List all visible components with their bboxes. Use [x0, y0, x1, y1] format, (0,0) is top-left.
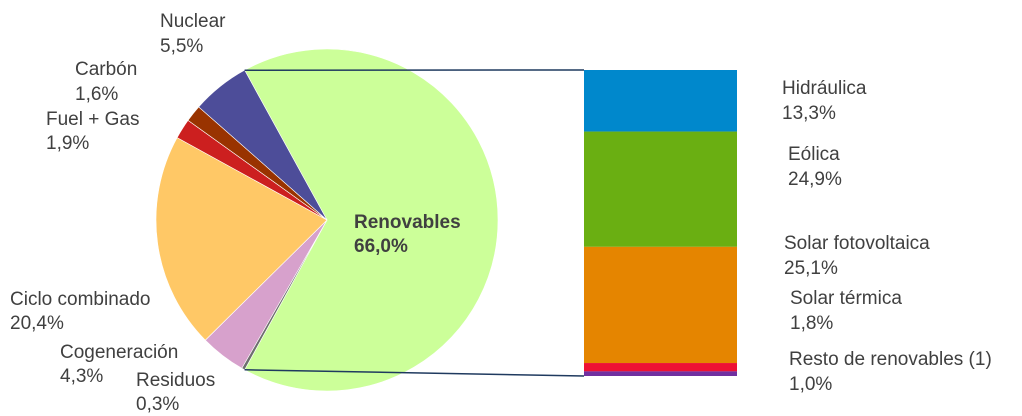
label-nuclear-value: 5,5%: [160, 36, 203, 57]
label-nuclear-name: Nuclear: [160, 11, 226, 32]
pie-slice-renovables: [244, 48, 499, 392]
label-ciclo-combinado-value: 20,4%: [10, 313, 64, 334]
label-resto-de-renovables-1-name: Resto de renovables (1): [789, 349, 992, 370]
label-solar-fotovoltaica-value: 25,1%: [784, 258, 838, 279]
chart-labels: Renovables 66,0% Residuos 0,3% Cogeneración 4…: [10, 11, 992, 415]
label-hidraulica-value: 13,3%: [782, 103, 836, 124]
label-residuos-value: 0,3%: [136, 394, 179, 415]
pie-chart: [155, 48, 499, 392]
label-residuos-name: Residuos: [136, 370, 215, 391]
label-resto-de-renovables-1-value: 1,0%: [789, 374, 832, 395]
label-carbon-value: 1,6%: [75, 84, 118, 105]
label-solar-fotovoltaica-name: Solar fotovoltaica: [784, 233, 930, 254]
label-fuel-gas-value: 1,9%: [46, 133, 89, 154]
label-eolica-name: Eólica: [788, 144, 840, 165]
pie-slice-nuclear: [198, 69, 328, 221]
bar-segment-hidraulica: [584, 70, 737, 132]
label-solar-termica-name: Solar térmica: [790, 288, 902, 309]
bar-segment-eolica: [584, 131, 737, 247]
label-hidraulica-name: Hidráulica: [782, 78, 867, 99]
label-solar-termica-value: 1,8%: [790, 313, 833, 334]
label-fuel-gas-name: Fuel + Gas: [46, 109, 139, 130]
bar-segment-resto-de-renovables-1: [584, 371, 737, 376]
label-cogeneracion-name: Cogeneración: [60, 342, 178, 363]
bar-segment-solar-fotovoltaica: [584, 246, 737, 364]
label-carbon-name: Carbón: [75, 59, 137, 80]
renewables-stacked-bar: [584, 70, 737, 376]
connector-line-bottom: [244, 369, 585, 377]
pie-slice-ciclo-combinado: [155, 137, 328, 341]
label-renovables-name: Renovables: [354, 212, 461, 233]
label-ciclo-combinado-name: Ciclo combinado: [10, 289, 150, 310]
bar-segment-solar-termica: [584, 363, 737, 372]
label-eolica-value: 24,9%: [788, 169, 842, 190]
label-cogeneracion-value: 4,3%: [60, 366, 103, 387]
label-renovables-value: 66,0%: [354, 236, 408, 257]
pie-to-bar-connectors: [244, 69, 585, 377]
